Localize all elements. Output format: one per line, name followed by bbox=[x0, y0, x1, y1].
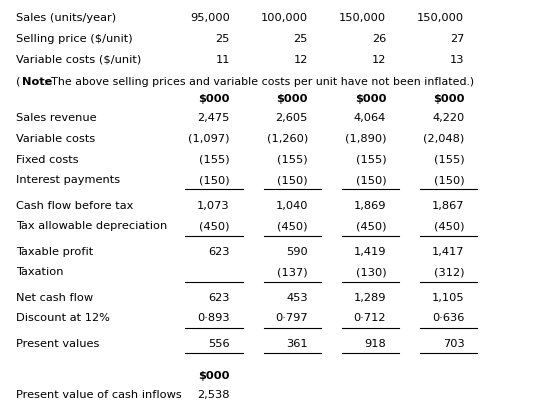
Text: 150,000: 150,000 bbox=[417, 13, 464, 23]
Text: : The above selling prices and variable costs per unit have not been inflated.): : The above selling prices and variable … bbox=[43, 77, 474, 87]
Text: $000: $000 bbox=[433, 94, 464, 105]
Text: 100,000: 100,000 bbox=[261, 13, 308, 23]
Text: (137): (137) bbox=[277, 267, 308, 278]
Text: 11: 11 bbox=[215, 55, 230, 65]
Text: (155): (155) bbox=[277, 155, 308, 164]
Text: $000: $000 bbox=[276, 94, 308, 105]
Text: (450): (450) bbox=[199, 221, 230, 232]
Text: 0·712: 0·712 bbox=[353, 313, 386, 324]
Text: (150): (150) bbox=[277, 175, 308, 185]
Text: 0·636: 0·636 bbox=[432, 313, 464, 324]
Text: Taxation: Taxation bbox=[16, 267, 64, 278]
Text: 590: 590 bbox=[286, 247, 308, 257]
Text: 1,867: 1,867 bbox=[432, 201, 464, 211]
Text: Present values: Present values bbox=[16, 339, 99, 349]
Text: Tax allowable depreciation: Tax allowable depreciation bbox=[16, 221, 167, 232]
Text: Taxable profit: Taxable profit bbox=[16, 247, 93, 257]
Text: Fixed costs: Fixed costs bbox=[16, 155, 79, 164]
Text: (155): (155) bbox=[199, 155, 230, 164]
Text: 0·797: 0·797 bbox=[275, 313, 308, 324]
Text: 556: 556 bbox=[208, 339, 230, 349]
Text: (150): (150) bbox=[199, 175, 230, 185]
Text: (450): (450) bbox=[277, 221, 308, 232]
Text: 95,000: 95,000 bbox=[190, 13, 230, 23]
Text: 1,289: 1,289 bbox=[353, 293, 386, 303]
Text: 4,220: 4,220 bbox=[432, 113, 464, 123]
Text: 27: 27 bbox=[450, 34, 464, 44]
Text: 1,073: 1,073 bbox=[197, 201, 230, 211]
Text: 1,040: 1,040 bbox=[275, 201, 308, 211]
Text: 25: 25 bbox=[216, 34, 230, 44]
Text: 12: 12 bbox=[372, 55, 386, 65]
Text: Note: Note bbox=[22, 77, 53, 87]
Text: 453: 453 bbox=[286, 293, 308, 303]
Text: 150,000: 150,000 bbox=[339, 13, 386, 23]
Text: 2,605: 2,605 bbox=[276, 113, 308, 123]
Text: (2,048): (2,048) bbox=[423, 134, 464, 144]
Text: 13: 13 bbox=[450, 55, 464, 65]
Text: Sales (units/year): Sales (units/year) bbox=[16, 13, 116, 23]
Text: 623: 623 bbox=[209, 293, 230, 303]
Text: (450): (450) bbox=[434, 221, 464, 232]
Text: 2,538: 2,538 bbox=[197, 389, 230, 400]
Text: Interest payments: Interest payments bbox=[16, 175, 120, 185]
Text: Cash flow before tax: Cash flow before tax bbox=[16, 201, 134, 211]
Text: (450): (450) bbox=[356, 221, 386, 232]
Text: 361: 361 bbox=[286, 339, 308, 349]
Text: 1,419: 1,419 bbox=[353, 247, 386, 257]
Text: 1,417: 1,417 bbox=[432, 247, 464, 257]
Text: 623: 623 bbox=[209, 247, 230, 257]
Text: (150): (150) bbox=[356, 175, 386, 185]
Text: Variable costs ($/unit): Variable costs ($/unit) bbox=[16, 55, 141, 65]
Text: (130): (130) bbox=[356, 267, 386, 278]
Text: (312): (312) bbox=[434, 267, 464, 278]
Text: (1,097): (1,097) bbox=[188, 134, 230, 144]
Text: $000: $000 bbox=[198, 371, 230, 381]
Text: (155): (155) bbox=[434, 155, 464, 164]
Text: Net cash flow: Net cash flow bbox=[16, 293, 93, 303]
Text: 703: 703 bbox=[443, 339, 464, 349]
Text: 2,475: 2,475 bbox=[198, 113, 230, 123]
Text: $000: $000 bbox=[355, 94, 386, 105]
Text: 918: 918 bbox=[364, 339, 386, 349]
Text: 1,869: 1,869 bbox=[353, 201, 386, 211]
Text: Selling price ($/unit): Selling price ($/unit) bbox=[16, 34, 132, 44]
Text: Sales revenue: Sales revenue bbox=[16, 113, 97, 123]
Text: 25: 25 bbox=[294, 34, 308, 44]
Text: (1,890): (1,890) bbox=[345, 134, 386, 144]
Text: $000: $000 bbox=[198, 94, 230, 105]
Text: (150): (150) bbox=[434, 175, 464, 185]
Text: (1,260): (1,260) bbox=[267, 134, 308, 144]
Text: Discount at 12%: Discount at 12% bbox=[16, 313, 110, 324]
Text: 0·893: 0·893 bbox=[197, 313, 230, 324]
Text: Variable costs: Variable costs bbox=[16, 134, 96, 144]
Text: (155): (155) bbox=[356, 155, 386, 164]
Text: Present value of cash inflows: Present value of cash inflows bbox=[16, 389, 182, 400]
Text: 26: 26 bbox=[372, 34, 386, 44]
Text: (: ( bbox=[16, 77, 21, 87]
Text: 1,105: 1,105 bbox=[432, 293, 464, 303]
Text: 4,064: 4,064 bbox=[354, 113, 386, 123]
Text: 12: 12 bbox=[294, 55, 308, 65]
